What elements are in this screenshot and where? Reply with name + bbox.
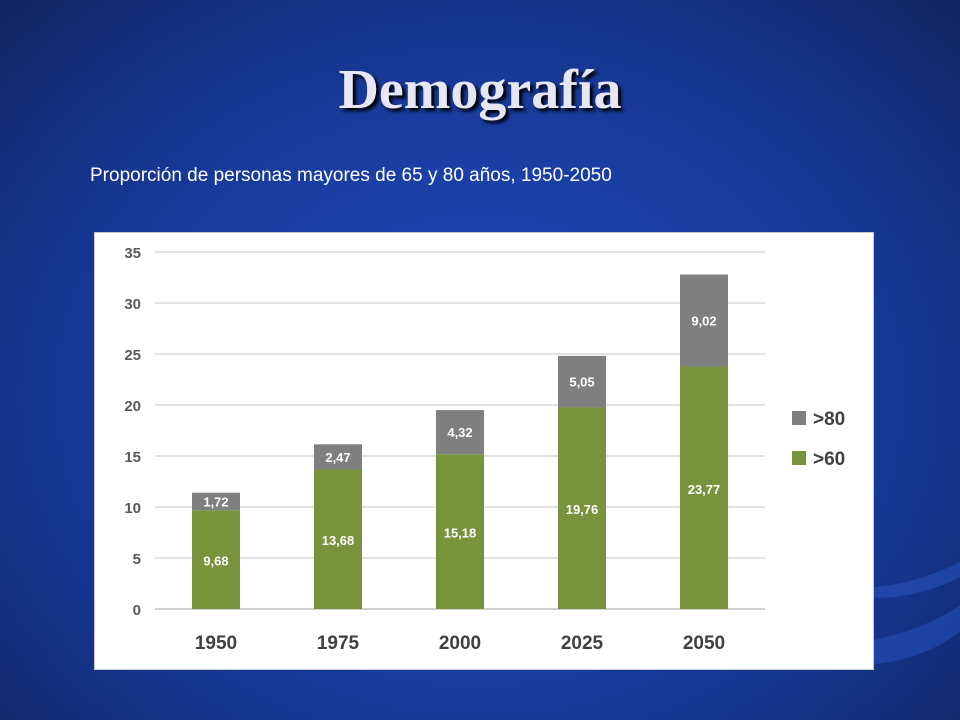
data-label-over-80: 2,47 [325,450,350,465]
data-label-over-80: 9,02 [691,314,716,329]
bar-segment-over-60 [436,454,484,609]
data-label-over-80: 1,72 [203,494,228,509]
bar-segment-over-80 [436,410,484,455]
data-label-over-60: 9,68 [203,554,228,569]
data-label-over-80: 5,05 [569,375,594,390]
bar-segment-over-80 [314,444,362,470]
x-tick-label: 1950 [195,633,237,654]
data-label-over-80: 4,32 [447,425,472,440]
y-tick-label: 10 [124,500,141,517]
bar-segment-over-80 [558,355,606,408]
chart-panel: 0 5 10 15 20 25 30 35 9,68 1,72 1950 13,68 2,47 1975 1… [94,232,874,670]
x-tick-label: 2000 [439,633,481,654]
y-tick-label: 30 [124,296,141,313]
data-label-over-60: 19,76 [566,502,599,517]
y-tick-label: 0 [133,602,141,619]
y-tick-label: 35 [124,245,141,262]
legend-label: >80 [813,409,845,430]
legend-swatch [792,451,806,465]
slide-subtitle: Proporción de personas mayores de 65 y 8… [90,165,612,186]
bar-segment-over-80 [680,274,728,367]
y-tick-label: 15 [124,449,141,466]
legend-label: >60 [813,449,845,470]
y-tick-label: 20 [124,398,141,415]
data-label-over-60: 15,18 [444,526,477,541]
data-label-over-60: 23,77 [688,482,721,497]
x-tick-label: 2025 [561,633,604,654]
y-tick-label: 25 [124,347,141,364]
y-tick-label: 5 [133,551,141,568]
bar-segment-over-60 [680,366,728,609]
x-tick-label: 2050 [683,633,725,654]
data-label-over-60: 13,68 [322,533,355,548]
slide-title: Demografía [338,59,622,121]
stacked-bar-chart: 051015202530359,681,72195013,682,4719751… [124,245,845,654]
bar-segment-over-60 [558,407,606,609]
bar-segment-over-60 [314,469,362,609]
x-tick-label: 1975 [317,633,360,654]
bar-segment-over-60 [192,510,240,609]
legend-swatch [792,411,806,425]
bar-segment-over-80 [192,492,240,511]
